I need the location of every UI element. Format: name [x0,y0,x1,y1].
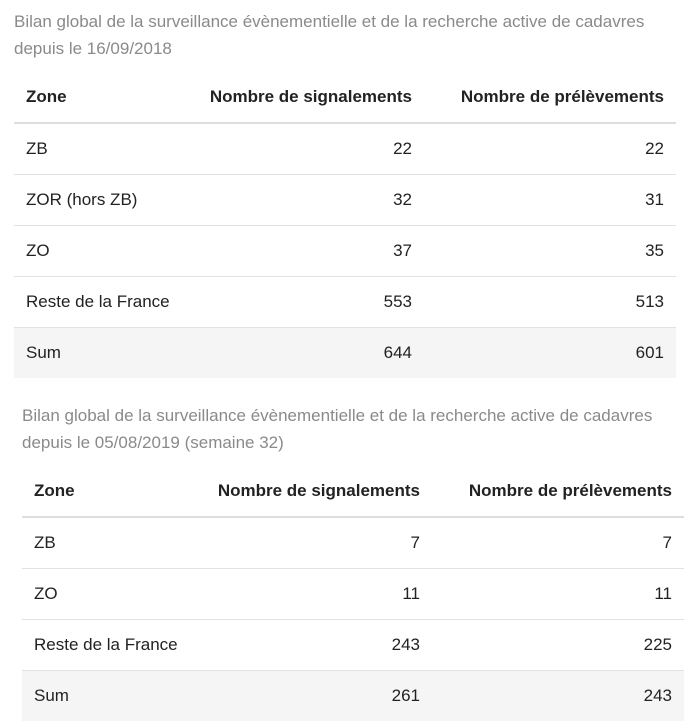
cell-signalements: 261 [192,671,432,721]
table-header-row: Zone Nombre de signalements Nombre de pr… [14,72,676,123]
cell-zone: ZO [14,226,184,277]
table-row: Reste de la France 243 225 [22,620,684,671]
column-header-prelevements: Nombre de prélèvements [424,72,676,123]
cell-zone: Sum [14,328,184,379]
column-header-signalements: Nombre de signalements [192,466,432,517]
table-row: ZO 37 35 [14,226,676,277]
table-caption: Bilan global de la surveillance évènemen… [14,8,654,62]
surveillance-table: Zone Nombre de signalements Nombre de pr… [22,466,684,721]
cell-signalements: 11 [192,569,432,620]
table-row: Reste de la France 553 513 [14,277,676,328]
cell-zone: ZO [22,569,192,620]
surveillance-table: Zone Nombre de signalements Nombre de pr… [14,72,676,378]
cell-signalements: 37 [184,226,424,277]
cell-prelevements: 22 [424,123,676,175]
cell-signalements: 7 [192,517,432,569]
cell-prelevements: 35 [424,226,676,277]
cell-prelevements: 601 [424,328,676,379]
cell-zone: Reste de la France [14,277,184,328]
cell-signalements: 553 [184,277,424,328]
cell-prelevements: 11 [432,569,684,620]
table-row-sum: Sum 644 601 [14,328,676,379]
cell-zone: ZOR (hors ZB) [14,175,184,226]
table-row: ZB 7 7 [22,517,684,569]
table-caption: Bilan global de la surveillance évènemen… [22,402,662,456]
cell-prelevements: 7 [432,517,684,569]
table-block-since-2018: Bilan global de la surveillance évènemen… [14,8,676,378]
cell-zone: Reste de la France [22,620,192,671]
column-header-prelevements: Nombre de prélèvements [432,466,684,517]
column-header-zone: Zone [22,466,192,517]
cell-zone: ZB [14,123,184,175]
cell-signalements: 22 [184,123,424,175]
cell-signalements: 243 [192,620,432,671]
table-row: ZB 22 22 [14,123,676,175]
table-header-row: Zone Nombre de signalements Nombre de pr… [22,466,684,517]
table-block-since-2019: Bilan global de la surveillance évènemen… [22,402,684,721]
cell-signalements: 644 [184,328,424,379]
cell-signalements: 32 [184,175,424,226]
column-header-signalements: Nombre de signalements [184,72,424,123]
cell-zone: ZB [22,517,192,569]
cell-prelevements: 31 [424,175,676,226]
cell-zone: Sum [22,671,192,721]
column-header-zone: Zone [14,72,184,123]
cell-prelevements: 513 [424,277,676,328]
cell-prelevements: 225 [432,620,684,671]
table-row: ZOR (hors ZB) 32 31 [14,175,676,226]
table-row-sum: Sum 261 243 [22,671,684,721]
table-row: ZO 11 11 [22,569,684,620]
cell-prelevements: 243 [432,671,684,721]
